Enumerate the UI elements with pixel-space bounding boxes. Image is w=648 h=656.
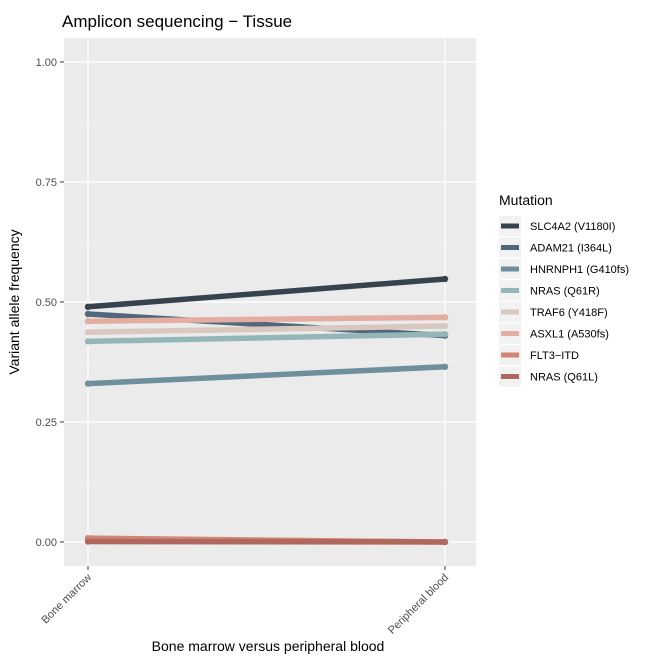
legend-item: TRAF6 (Y418F): [499, 302, 608, 322]
legend-label: SLC4A2 (V1180I): [530, 221, 615, 233]
chart-title: Amplicon sequencing − Tissue: [62, 12, 292, 31]
data-point: [84, 380, 92, 387]
legend-label: TRAF6 (Y418F): [530, 307, 608, 319]
legend-key-point: [507, 330, 513, 337]
legend-key-point: [507, 223, 513, 229]
legend-item: FLT3−ITD: [499, 345, 579, 365]
legend-key-point: [507, 352, 513, 358]
legend-label: NRAS (Q61R): [530, 286, 600, 298]
series-line: [87, 276, 446, 310]
series-line: [87, 323, 446, 335]
legend-item: ADAM21 (I364L): [499, 237, 612, 258]
series-line: [87, 314, 446, 324]
series-line: [87, 331, 446, 345]
legend-label: ADAM21 (I364L): [530, 243, 612, 255]
data-point: [84, 338, 92, 345]
legend-item: HNRNPH1 (G410fs): [499, 259, 629, 279]
legend-key-point: [507, 266, 513, 272]
series-line: [87, 311, 446, 339]
x-axis: Bone marrow Peripheral blood: [39, 566, 451, 637]
data-point: [84, 538, 92, 545]
y-axis-title: Variant allele frequency: [6, 229, 22, 374]
legend-key-point: [507, 373, 513, 380]
data-point: [84, 318, 92, 325]
legend-label: HNRNPH1 (G410fs): [530, 264, 629, 276]
gridlines: [64, 38, 476, 566]
data-point: [441, 538, 449, 546]
series-0: [84, 275, 449, 310]
data-point: [441, 363, 449, 370]
legend: Mutation SLC4A2 (V1180I) ADAM21 (I364L) HN…: [499, 192, 629, 387]
series-line: [87, 364, 446, 387]
series-5: [84, 314, 449, 325]
series-2: [84, 363, 449, 387]
data-point: [441, 275, 449, 283]
x-tick-label: Peripheral blood: [386, 572, 451, 637]
x-tick-label: Bone marrow: [39, 572, 94, 627]
data-point: [84, 329, 92, 336]
legend-label: FLT3−ITD: [530, 350, 579, 362]
y-tick-label: 0.25: [36, 417, 57, 429]
data-point: [441, 330, 449, 338]
y-axis: 0.00 0.25 0.50 0.75 1.00: [36, 57, 64, 549]
y-tick-label: 0.00: [36, 537, 57, 549]
legend-item: NRAS (Q61R): [499, 280, 600, 301]
series-lines: [84, 275, 449, 546]
series-7: [84, 538, 449, 546]
series-4: [84, 322, 449, 336]
legend-item: SLC4A2 (V1180I): [499, 216, 615, 236]
data-point: [84, 303, 92, 310]
data-point: [441, 314, 449, 321]
legend-label: ASXL1 (A530fs): [530, 329, 609, 341]
legend-item: NRAS (Q61L): [499, 366, 598, 387]
data-point: [84, 310, 92, 318]
legend-key-point: [507, 244, 513, 251]
y-tick-label: 0.75: [36, 177, 57, 189]
legend-label: NRAS (Q61L): [530, 372, 598, 384]
legend-key-point: [507, 309, 513, 315]
data-point: [441, 322, 449, 330]
y-tick-label: 1.00: [36, 57, 57, 69]
legend-key-point: [507, 287, 513, 294]
legend-item: ASXL1 (A530fs): [499, 323, 609, 344]
legend-title: Mutation: [499, 192, 553, 208]
series-3: [84, 330, 449, 345]
x-axis-title: Bone marrow versus peripheral blood: [152, 638, 385, 654]
y-tick-label: 0.50: [36, 297, 57, 309]
